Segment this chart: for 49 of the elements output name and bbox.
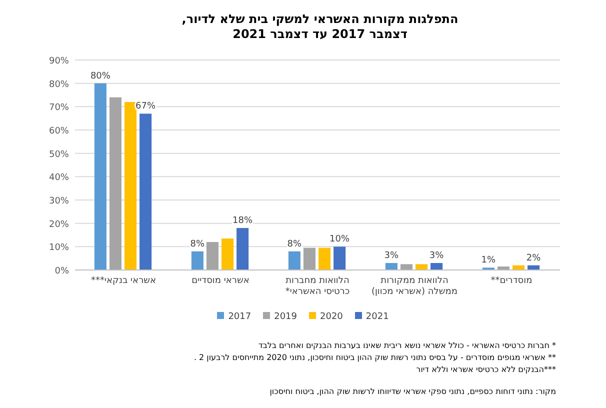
- x-tick-label: הלוואות מחברות כרטיסי האשראי*: [284, 276, 351, 298]
- bar: [222, 238, 234, 270]
- y-tick-label: 10%: [48, 243, 70, 254]
- x-tick-label: אשראי בנקאי***: [90, 276, 158, 287]
- data-label: 8%: [190, 239, 206, 250]
- y-tick-label: 50%: [48, 150, 70, 160]
- data-label: 2%: [526, 253, 542, 264]
- bar: [288, 251, 300, 270]
- data-label: 18%: [232, 216, 253, 226]
- x-tick-label: הלוואות ממקורות ממשלה (אשראי מכוון): [370, 276, 459, 298]
- bar: [385, 263, 398, 270]
- y-tick-label: 70%: [48, 103, 70, 114]
- bar: [318, 248, 331, 270]
- y-tick-label: 20%: [48, 220, 70, 230]
- text: ***הבנקים ללא כרטיסי אשראי וללא דיור: [415, 364, 556, 375]
- x-tick-label: מוסדרים**: [490, 276, 534, 287]
- data-label: 10%: [330, 234, 350, 245]
- bar: [206, 242, 218, 270]
- bar: [140, 114, 152, 270]
- bar: [191, 251, 204, 270]
- bar: [94, 83, 106, 270]
- y-tick-label: 40%: [48, 173, 70, 184]
- y-tick-label: 80%: [48, 80, 70, 90]
- y-tick-label: 60%: [48, 126, 70, 136]
- y-tick-label: 30%: [48, 196, 70, 206]
- text: ** אשראי מגופים מוסדרים - על בסיס נתוני רשות שוק ההון ביטוח וחיסכון, נתוני 2020 מתייחסים לרבעון 2 .: [192, 352, 556, 363]
- data-label: 3%: [384, 251, 400, 261]
- legend-label: 2021: [366, 312, 389, 322]
- data-label: 8%: [287, 239, 302, 250]
- x-tick-label: אשראי מוסדיים: [190, 276, 250, 287]
- bar: [124, 102, 137, 270]
- bar: [430, 263, 443, 270]
- bar: [334, 246, 346, 270]
- bar: [109, 97, 122, 270]
- data-label: 80%: [90, 71, 111, 82]
- legend-label: 2020: [320, 312, 343, 322]
- text: * חברות כרטיסי האשראי - כולל אשראי נושא ריבית שאינו בערבות הבנקים ואחרים בלבד: [257, 340, 556, 351]
- bar: [236, 228, 249, 270]
- title: התפלגות מקורות האשראי למשקי בית שלא לדיור, דצמבר 2017 עד דצמבר 2021: [180, 12, 460, 42]
- y-tick-label: 0%: [54, 266, 70, 276]
- bar: [400, 264, 412, 270]
- legend-label: 2017: [228, 312, 252, 322]
- bar: [416, 264, 428, 270]
- data-label: 1%: [481, 256, 496, 266]
- data-label: 3%: [429, 251, 444, 261]
- text: מקור: נתוני דוחות כספיים, נתוני ספקי אשראי שדיווחו לרשות שוק ההון, ביטוח וחיסכון: [268, 386, 556, 397]
- bar: [303, 248, 316, 270]
- legend-label: 2019: [274, 312, 297, 322]
- y-tick-label: 90%: [48, 56, 70, 66]
